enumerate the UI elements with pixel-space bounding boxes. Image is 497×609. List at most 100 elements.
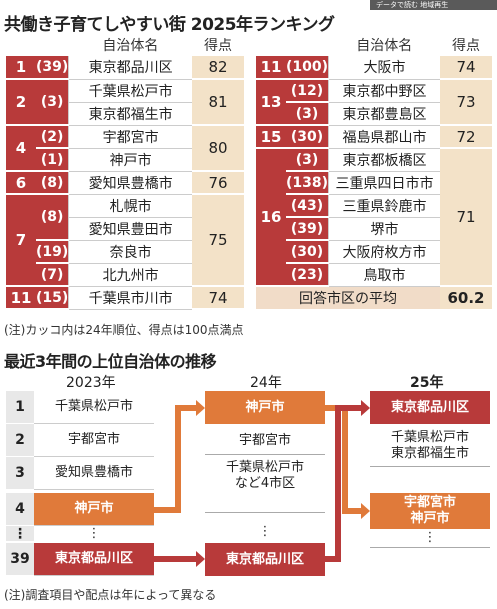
rank-number: 4 <box>6 493 34 526</box>
score-cell: 76 <box>192 171 244 195</box>
dots: ⋮ <box>258 524 272 539</box>
name-cell: 愛知県豊橋市 <box>68 171 192 195</box>
arrowhead <box>196 400 205 416</box>
rank-number: 3 <box>6 457 34 490</box>
2024-bottom: 東京都品川区 <box>205 543 325 576</box>
rank-cell: 11 <box>256 56 286 80</box>
rank-cell: 4 <box>6 125 36 172</box>
name-cell: 東京都豊島区 <box>328 102 440 126</box>
prev-rank-cell: (39) <box>36 56 69 80</box>
arrow-kobe-2023-2024 <box>154 405 196 513</box>
year-2023: 2023年 <box>66 375 116 391</box>
score-cell: 81 <box>192 79 244 126</box>
prev-rank-cell: (1) <box>36 148 69 172</box>
name-cell: 北九州市 <box>68 263 192 287</box>
arrow-kobe-2024-2025 <box>325 405 361 514</box>
arrowhead <box>361 503 370 519</box>
topbar: データで読む 地域再生 <box>370 0 497 10</box>
prev-rank-cell: (8) <box>36 194 69 241</box>
rank-cell: 11 <box>6 286 36 310</box>
name-cell: 東京都福生市 <box>68 102 192 126</box>
city-name: 東京都品川区 <box>34 543 154 576</box>
prev-rank-cell: (30) <box>286 125 329 149</box>
divider <box>370 547 490 548</box>
prev-rank-cell: (3) <box>286 102 329 126</box>
ranking-table-right: 自治体名 得点 11 (100) 大阪市 74 13 (12) 東京都中野区 73 (3) 東京… <box>256 33 492 309</box>
prev-rank-cell: (7) <box>36 263 69 287</box>
name-cell: 札幌市 <box>68 194 192 218</box>
rank-cell: 15 <box>256 125 286 149</box>
score-cell: 74 <box>192 286 244 310</box>
row-2023-1: 1 千葉県松戸市 <box>6 391 154 424</box>
2025-rank4: 宇都宮市 神戸市 <box>370 493 490 529</box>
footnote-1: (注)カッコ内は24年順位、得点は100点満点 <box>4 323 244 337</box>
ranking-table-left: 自治体名 得点 1 (39) 東京都品川区 82 2 (3) 千葉県松戸市 81 東京都福生市… <box>6 33 244 310</box>
prev-rank-cell: (2) <box>36 125 69 149</box>
arrow-shinagawa-2024-2025 <box>325 405 361 562</box>
section-title: 最近3年間の上位自治体の推移 <box>4 352 217 371</box>
prev-rank-cell: (23) <box>286 263 329 287</box>
dots: ⋮ <box>423 530 437 545</box>
col-name-header: 自治体名 <box>356 37 413 54</box>
prev-rank-cell: (30) <box>286 240 329 264</box>
average-label: 回答市区の平均 <box>256 286 440 309</box>
name-cell: 愛知県豊田市 <box>68 217 192 241</box>
col-score-header: 得点 <box>452 37 480 54</box>
divider <box>205 454 325 455</box>
col-name-header: 自治体名 <box>102 37 159 54</box>
arrowhead <box>196 551 205 567</box>
score-cell: 82 <box>192 56 244 80</box>
prev-rank-cell: (39) <box>286 217 329 241</box>
2025-rank2: 千葉県松戸市 東京都福生市 <box>390 430 469 461</box>
city-name: 千葉県松戸市 <box>34 391 154 424</box>
city-name: 神戸市 <box>34 493 154 526</box>
name-cell: 東京都品川区 <box>68 56 192 80</box>
prev-rank-cell: (12) <box>286 79 329 103</box>
score-cell: 72 <box>440 125 492 149</box>
name-cell: 奈良市 <box>68 240 192 264</box>
col-score-header: 得点 <box>204 37 232 54</box>
prev-rank-cell: (3) <box>286 148 329 172</box>
rank-number: ⋮ <box>6 526 34 542</box>
name-cell: 堺市 <box>328 217 440 241</box>
row-2023-2: 2 宇都宮市 <box>6 424 154 457</box>
name-cell: 大阪市 <box>328 56 440 80</box>
average-value: 60.2 <box>440 286 492 309</box>
2024-rank1: 神戸市 <box>205 391 325 424</box>
row-2023-39: 39 東京都品川区 <box>6 543 154 576</box>
city-name: 宇都宮市 <box>34 424 154 457</box>
prev-rank-cell: (43) <box>286 194 329 218</box>
city-name: 愛知県豊橋市 <box>34 457 154 490</box>
row-2023-dots: ⋮ ⋮ <box>6 526 154 542</box>
divider <box>370 466 490 467</box>
prev-rank-cell: (15) <box>36 286 69 310</box>
prev-rank-cell: (3) <box>36 79 69 126</box>
row-2023-4: 4 神戸市 <box>6 493 154 526</box>
arrowhead <box>361 400 370 416</box>
prev-rank-cell: (19) <box>36 240 69 264</box>
name-cell: 東京都中野区 <box>328 79 440 103</box>
year-2024: 24年 <box>250 375 282 391</box>
prev-rank-cell: (8) <box>36 171 69 195</box>
rank-number: 2 <box>6 424 34 457</box>
year-2025: 25年 <box>410 375 444 391</box>
prev-rank-cell: (100) <box>286 56 329 80</box>
name-cell: 鳥取市 <box>328 263 440 287</box>
score-cell: 71 <box>440 148 492 287</box>
rank-cell: 6 <box>6 171 36 195</box>
rank-cell: 16 <box>256 148 286 287</box>
name-cell: 三重県四日市市 <box>328 171 440 195</box>
rank-cell: 13 <box>256 79 286 126</box>
rank-number: 39 <box>6 543 34 576</box>
name-cell: 大阪府枚方市 <box>328 240 440 264</box>
city-name: ⋮ <box>87 526 101 541</box>
score-cell: 75 <box>192 194 244 287</box>
name-cell: 福島県郡山市 <box>328 125 440 149</box>
page-title: 共働き子育てしやすい街 2025年ランキング <box>4 15 335 35</box>
name-cell: 千葉県松戸市 <box>68 79 192 103</box>
score-cell: 74 <box>440 56 492 80</box>
prev-rank-cell: (138) <box>286 171 329 195</box>
name-cell: 千葉県市川市 <box>68 286 192 310</box>
name-cell: 東京都板橋区 <box>328 148 440 172</box>
